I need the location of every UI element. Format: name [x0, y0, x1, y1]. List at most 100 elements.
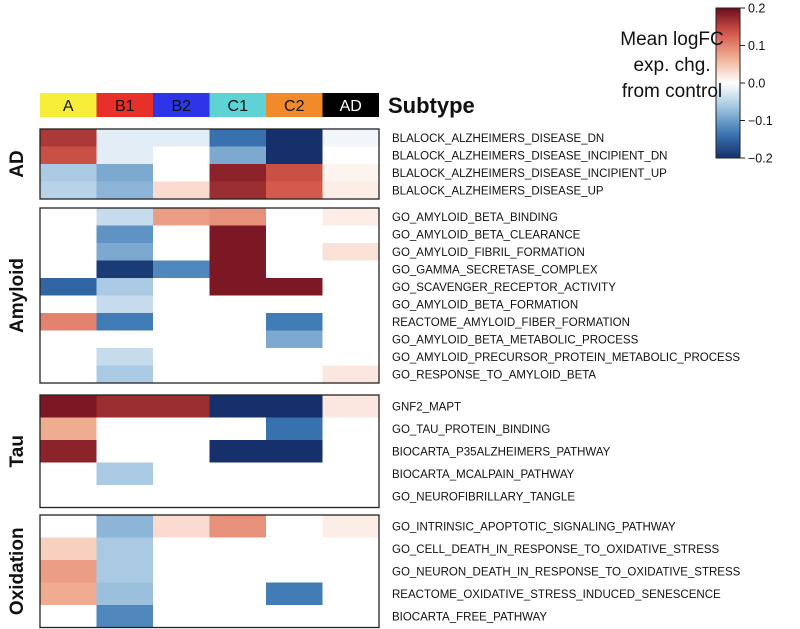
heat-cell [153, 164, 210, 182]
row-label: GO_AMYLOID_PRECURSOR_PROTEIN_METABOLIC_P… [392, 352, 740, 364]
heat-cell [153, 313, 210, 331]
heat-cell [40, 295, 97, 314]
heat-cell [322, 313, 380, 331]
heat-cell [96, 225, 154, 244]
heat-cell [209, 330, 267, 349]
heat-cell [322, 365, 380, 384]
heat-cell [40, 278, 97, 296]
panel-oxidation: GO_INTRINSIC_APOPTOTIC_SIGNALING_PATHWAY… [7, 514, 741, 629]
heat-cell [209, 537, 267, 561]
panel-tau: GNF2_MAPT GO_TAU_PROTEIN_BINDING BIOCARTA_… [7, 394, 611, 509]
heat-cell [96, 313, 154, 331]
panel-amyloid: GO_AMYLOID_BETA_BINDING GO_AMYLOID_BETA_C… [7, 207, 740, 384]
heat-cell [40, 330, 97, 349]
colorbar-legend: 0.2 0.1 0.0 −0.1 −0.2 Mean logFC exp. chg. from… [620, 2, 772, 166]
heatmap-panels: BLALOCK_ALZHEIMERS_DISEASE_DN BLALOCK_ALZ… [7, 128, 741, 629]
heat-cell [209, 295, 267, 314]
heat-cell [153, 330, 210, 349]
row-label: GO_AMYLOID_BETA_CLEARANCE [392, 229, 581, 241]
heat-cell [40, 129, 97, 147]
colorbar-tick-label: −0.2 [748, 152, 773, 166]
subtype-label-b2: B2 [171, 98, 191, 115]
heat-cell [266, 417, 323, 441]
subtype-label-ad: AD [340, 98, 362, 115]
heat-cell [322, 208, 380, 226]
subtype-header: A B1 B2 C1 C2 AD Subtype [40, 93, 475, 118]
heat-cell [96, 278, 154, 296]
heat-cell [153, 417, 210, 441]
heat-cell [322, 164, 380, 182]
heat-cell [153, 462, 210, 486]
heat-cell [322, 146, 380, 165]
heat-cell [266, 146, 323, 165]
heat-cell [40, 348, 97, 366]
heat-cell [266, 440, 323, 463]
heat-cell [322, 243, 380, 261]
heat-cell [266, 462, 323, 486]
heat-cell [153, 208, 210, 226]
row-label: GO_AMYLOID_BETA_BINDING [392, 212, 558, 224]
heat-cell [153, 181, 210, 200]
heat-cell [96, 164, 154, 182]
row-label: GNF2_MAPT [392, 401, 461, 413]
colorbar-tick-label: 0.0 [748, 77, 765, 91]
colorbar-tick-label: 0.2 [748, 2, 765, 16]
heat-cell [209, 208, 267, 226]
heat-cell [322, 560, 380, 583]
subtype-label-b1: B1 [115, 98, 135, 115]
heat-cell [153, 146, 210, 165]
heat-cell [153, 243, 210, 261]
heat-cell [153, 537, 210, 561]
heat-cell [209, 417, 267, 441]
subtype-color-b1 [96, 93, 153, 117]
heat-cell [96, 485, 154, 508]
heat-cell [40, 537, 97, 561]
row-label: BLALOCK_ALZHEIMERS_DISEASE_UP [392, 185, 604, 197]
heat-cell [266, 395, 323, 418]
colorbar-title-line: exp. chg. [633, 55, 710, 76]
heat-cell [153, 605, 210, 628]
heat-cell [322, 537, 380, 561]
panel-border [39, 128, 380, 200]
heat-cell [266, 208, 323, 226]
heat-cell [153, 395, 210, 418]
heat-cell [153, 440, 210, 463]
heat-cell [266, 260, 323, 279]
heat-cell [209, 348, 267, 366]
heat-cell [96, 560, 154, 583]
heat-cell [266, 278, 323, 296]
heat-cell [96, 146, 154, 165]
heat-cell [153, 560, 210, 583]
heat-cell [96, 462, 154, 486]
heat-cell [153, 260, 210, 279]
heat-cell [209, 164, 267, 182]
group-label-ad: AD [7, 150, 28, 177]
heat-cell [40, 365, 97, 384]
heat-cell [322, 181, 380, 200]
row-label: GO_CELL_DEATH_IN_RESPONSE_TO_OXIDATIVE_S… [392, 544, 720, 556]
row-label: GO_RESPONSE_TO_AMYLOID_BETA [392, 369, 596, 381]
heat-cell [209, 129, 267, 147]
colorbar-title-line: Mean logFC [620, 29, 724, 50]
heat-cell [209, 313, 267, 331]
heat-cell [96, 537, 154, 561]
heat-cell [322, 462, 380, 486]
colorbar-title-line: from control [622, 81, 722, 102]
heat-cell [266, 330, 323, 349]
subtype-label-c2: C2 [284, 98, 305, 115]
heat-cell [266, 164, 323, 182]
heat-cell [96, 129, 154, 147]
subtype-title: Subtype [388, 93, 475, 118]
heat-cell [153, 129, 210, 147]
heat-cell [322, 515, 380, 538]
heat-cell [266, 560, 323, 583]
row-label: GO_AMYLOID_BETA_METABOLIC_PROCESS [392, 334, 639, 346]
heat-cell [96, 395, 154, 418]
heat-cell [266, 537, 323, 561]
heat-cell [40, 395, 97, 418]
heat-cell [209, 225, 267, 244]
row-label: REACTOME_OXIDATIVE_STRESS_INDUCED_SENESC… [392, 589, 721, 601]
subtype-color-a [40, 93, 97, 117]
heat-cell [40, 440, 97, 463]
group-label-oxidation: Oxidation [7, 527, 28, 615]
